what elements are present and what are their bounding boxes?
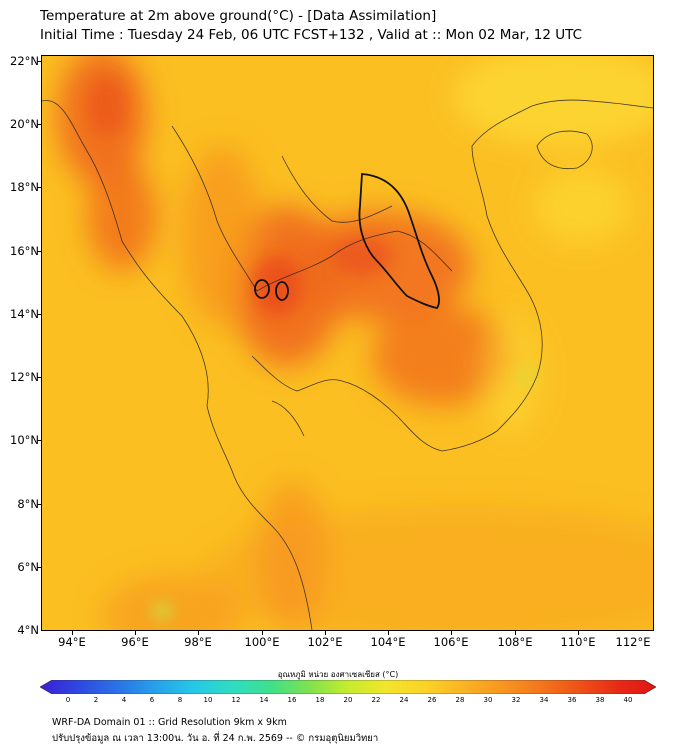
lon-label: 110°E [560,635,596,649]
lat-tick [37,187,41,188]
lat-tick [37,504,41,505]
colorbar-tick-label: 10 [203,696,213,704]
lat-label: 4°N [17,623,39,637]
colorbar-tick-label: 20 [343,696,353,704]
lat-label: 14°N [10,307,39,321]
lon-tick [262,631,263,635]
colorbar-tick-label: 38 [595,696,605,704]
lon-tick [198,631,199,635]
colorbar-tick-label: 12 [231,696,241,704]
map-title: Temperature at 2m above ground(°C) - [Da… [40,8,437,24]
colorbar-tick-label: 32 [511,696,521,704]
lon-label: 104°E [370,635,406,649]
colorbar-tick-label: 0 [65,696,71,704]
lat-label: 6°N [17,560,39,574]
lon-label: 112°E [615,635,651,649]
update-info: ปรับปรุงข้อมูล ณ เวลา 13:00น. วัน อ. ที่… [52,733,379,744]
map-subtitle: Initial Time : Tuesday 24 Feb, 06 UTC FC… [40,27,583,43]
lat-tick [37,377,41,378]
lat-tick [37,567,41,568]
lon-label: 94°E [58,635,86,649]
lon-label: 108°E [497,635,533,649]
lon-tick [578,631,579,635]
temperature-field [42,56,653,630]
lat-tick [37,124,41,125]
colorbar-tick-label: 4 [121,696,127,704]
colorbar [40,680,656,694]
lon-label: 96°E [121,635,149,649]
colorbar-tick-label: 26 [427,696,437,704]
lat-label: 20°N [10,117,39,131]
lon-tick [451,631,452,635]
lon-label: 100°E [244,635,280,649]
lon-tick [72,631,73,635]
lon-label: 102°E [307,635,343,649]
lon-tick [388,631,389,635]
highlight-contours [254,173,440,309]
colorbar-tick-label: 30 [483,696,493,704]
lat-label: 8°N [17,497,39,511]
colorbar-tick-label: 2 [93,696,99,704]
lat-tick [37,314,41,315]
lat-label: 22°N [10,54,39,68]
lon-label: 98°E [184,635,212,649]
colorbar-label: อุณหภูมิ หน่วย องศาเซลเซียส (°C) [277,670,399,679]
lon-tick [325,631,326,635]
lat-label: 18°N [10,180,39,194]
lon-tick [135,631,136,635]
colorbar-tick-label: 40 [623,696,633,704]
colorbar-tick-label: 22 [371,696,381,704]
colorbar-tick-label: 36 [567,696,577,704]
lat-label: 16°N [10,244,39,258]
colorbar-tick-label: 34 [539,696,549,704]
colorbar-tick-label: 8 [177,696,183,704]
colorbar-tick-label: 14 [259,696,269,704]
colorbar-tick-label: 24 [399,696,409,704]
lat-tick [37,251,41,252]
colorbar-tick-label: 28 [455,696,465,704]
temperature-map [41,55,654,631]
colorbar-tick-label: 16 [287,696,297,704]
lat-label: 12°N [10,370,39,384]
colorbar-tick-label: 18 [315,696,325,704]
model-info: WRF-DA Domain 01 :: Grid Resolution 9km … [52,717,287,728]
colorbar-tick-label: 6 [149,696,155,704]
lat-label: 10°N [10,433,39,447]
lat-tick [37,61,41,62]
coastlines [42,99,653,630]
lat-tick [37,440,41,441]
lon-tick [515,631,516,635]
lon-label: 106°E [433,635,469,649]
